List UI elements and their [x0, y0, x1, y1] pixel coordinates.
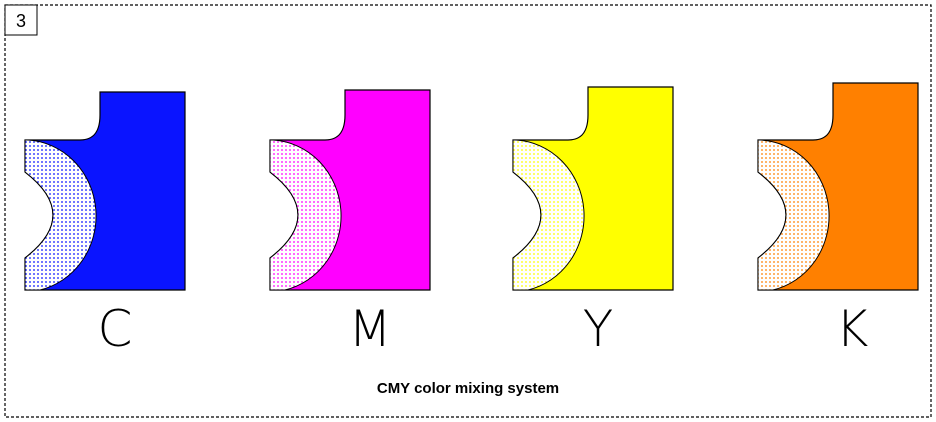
figure: 3 CMY color mixing system C M Y K: [0, 0, 936, 422]
figure-number: 3: [16, 11, 26, 31]
panel-label: K: [836, 300, 869, 358]
panel-label: M: [348, 300, 391, 358]
page: 3 CMY color mixing system CMYK (() => { …: [0, 0, 936, 422]
panel-label: C: [98, 300, 133, 358]
caption: CMY color mixing system: [377, 380, 559, 397]
panel-label: Y: [583, 300, 614, 358]
